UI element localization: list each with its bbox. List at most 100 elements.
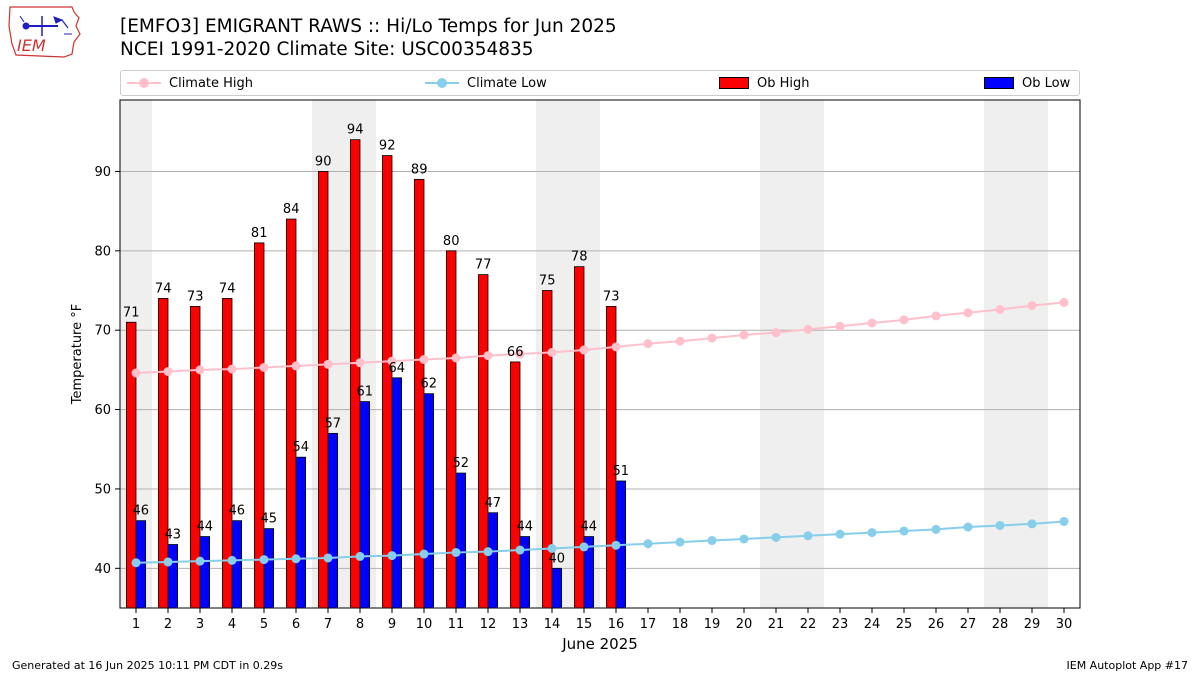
- climate-high-line-icon: [127, 77, 161, 89]
- x-tick-label: 4: [228, 617, 236, 632]
- ob-high-bar: [509, 361, 521, 609]
- ob-low-value-label: 54: [293, 440, 310, 455]
- x-tick-label: 10: [416, 617, 433, 632]
- app-id: IEM Autoplot App #17: [1066, 659, 1189, 672]
- x-tick-label: 23: [832, 617, 849, 632]
- x-tick-label: 26: [928, 617, 945, 632]
- x-tick-label: 16: [608, 617, 625, 632]
- ob-low-bar: [199, 536, 211, 609]
- ob-low-bar: [551, 567, 563, 609]
- plot-frame: [119, 99, 1081, 609]
- x-tick-label: 14: [544, 617, 561, 632]
- y-tick-label: 60: [94, 403, 111, 418]
- climate-low-point: [355, 551, 365, 561]
- climate-low-point: [323, 553, 333, 563]
- climate-high-point: [419, 355, 429, 365]
- chart-title: [EMFO3] EMIGRANT RAWS :: Hi/Lo Temps for…: [120, 16, 617, 37]
- climate-high-point: [867, 318, 877, 328]
- ob-high-value-label: 92: [379, 139, 396, 154]
- climate-lines: [131, 297, 1069, 568]
- weekend-band: [1016, 100, 1048, 608]
- ob-high-bar: [477, 274, 489, 609]
- x-tick-label: 30: [1056, 617, 1073, 632]
- climate-low-point: [963, 522, 973, 532]
- climate-low-point: [419, 549, 429, 559]
- ob-low-value-label: 46: [133, 504, 150, 519]
- ob-high-bar: [381, 155, 393, 609]
- climate-high-point: [387, 356, 397, 366]
- x-tick-label: 19: [704, 617, 721, 632]
- ob-low-value-label: 44: [581, 520, 598, 535]
- weekend-band: [792, 100, 824, 608]
- climate-low-point: [707, 536, 717, 546]
- ob-low-bar: [263, 528, 275, 609]
- chart-legend: Climate High Climate Low Ob High Ob Low: [120, 70, 1080, 96]
- weather-station-icon: [19, 15, 72, 36]
- climate-low-point: [739, 534, 749, 544]
- climate-low-point: [291, 554, 301, 564]
- climate-high-point: [227, 364, 237, 374]
- gridlines: [120, 170, 1080, 569]
- legend-label-climate-high: Climate High: [169, 75, 254, 91]
- climate-low-point: [771, 532, 781, 542]
- ob-low-bar: [167, 544, 179, 609]
- ob-low-bar: [327, 432, 339, 609]
- ob-high-bar: [606, 305, 617, 609]
- ob-high-bar: [349, 139, 361, 609]
- x-tick-label: 21: [768, 617, 785, 632]
- ob-low-value-label: 52: [453, 456, 470, 471]
- climate-low-point: [483, 547, 493, 557]
- ob-low-bar: [391, 377, 403, 609]
- ob-high-value-label: 78: [571, 250, 588, 265]
- ob-high-value-label: 71: [123, 305, 140, 320]
- x-tick-label: 12: [480, 617, 497, 632]
- climate-low-point: [643, 539, 653, 549]
- climate-high-point: [643, 339, 653, 349]
- climate-low-point: [579, 542, 589, 552]
- ob-high-value-label: 75: [539, 274, 556, 289]
- climate-high-point: [259, 362, 269, 372]
- climate-high-point: [355, 358, 365, 368]
- climate-high-point: [771, 328, 781, 338]
- climate-low-point: [547, 543, 557, 553]
- ob-high-value-label: 80: [443, 234, 460, 249]
- ob-low-value-label: 44: [517, 520, 534, 535]
- ob-high-value-label: 89: [411, 162, 428, 177]
- climate-high-point: [931, 311, 941, 321]
- climate-low-point: [835, 529, 845, 539]
- climate-low-point: [163, 557, 173, 567]
- climate-high-point: [547, 347, 557, 357]
- ob-low-bar: [487, 512, 499, 609]
- ob-low-value-label: 61: [357, 385, 374, 400]
- legend-item-climate-high: Climate High: [127, 71, 253, 95]
- x-tick-label: 29: [1024, 617, 1041, 632]
- climate-low-point: [515, 545, 525, 555]
- ob-high-value-label: 74: [219, 281, 236, 296]
- x-tick-label: 25: [896, 617, 913, 632]
- climate-high-point: [739, 330, 749, 340]
- ob-low-value-label: 62: [421, 377, 438, 392]
- ob-high-value-label: 77: [475, 258, 492, 273]
- climate-low-point: [867, 528, 877, 538]
- climate-low-point: [1059, 516, 1069, 526]
- climate-low-point: [131, 558, 141, 568]
- ob-high-value-label: 74: [155, 281, 172, 296]
- legend-label-ob-low: Ob Low: [1022, 75, 1071, 91]
- bar-value-labels: 71 74 73 74 81 84 90 94 92 89 80 77 66 75 78 73 46 43 44 46…: [123, 123, 629, 567]
- climate-low-point: [451, 547, 461, 557]
- climate-high-point: [611, 342, 621, 352]
- ob-high-value-label: 81: [251, 226, 268, 241]
- climate-low-point: [195, 556, 205, 566]
- x-tick-label: 11: [448, 617, 465, 632]
- x-tick-label: 2: [164, 617, 172, 632]
- ob-high-bar: [285, 218, 297, 609]
- generated-timestamp: Generated at 16 Jun 2025 10:11 PM CDT in…: [12, 659, 284, 672]
- climate-low-line: [135, 520, 1065, 564]
- climate-low-point: [675, 537, 685, 547]
- x-tick-label: 8: [356, 617, 364, 632]
- climate-high-point: [451, 353, 461, 363]
- ob-low-value-label: 43: [165, 528, 182, 543]
- climate-high-point: [483, 351, 493, 361]
- ob-low-value-label: 47: [485, 496, 502, 511]
- y-axis-label: Temperature °F: [70, 304, 85, 405]
